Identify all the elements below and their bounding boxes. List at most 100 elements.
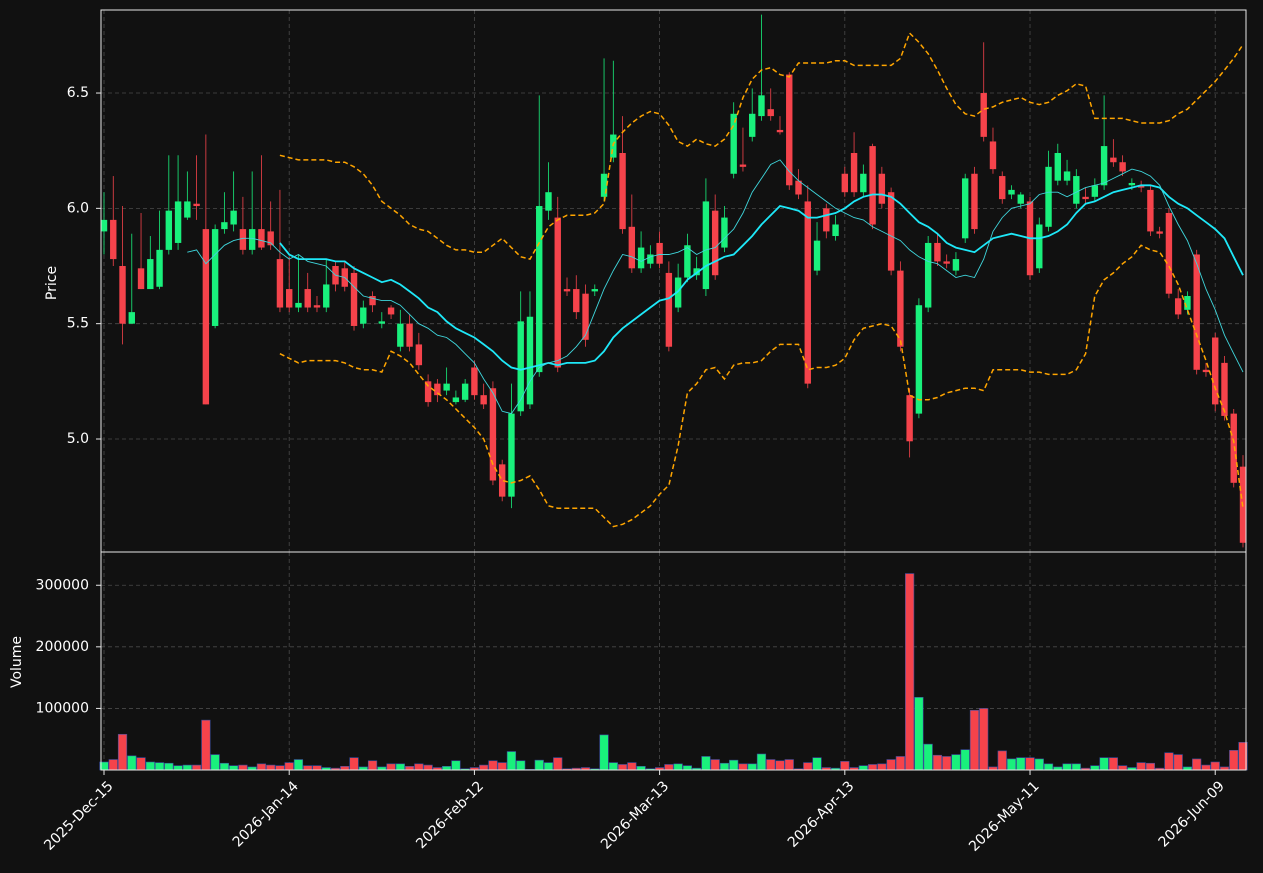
volume-bar xyxy=(1025,757,1035,771)
candle-body xyxy=(804,201,811,384)
y-tick-label: 5.5 xyxy=(67,316,89,332)
candle-body xyxy=(776,129,784,133)
volume-bar xyxy=(284,762,294,771)
candle-body xyxy=(869,146,876,225)
candle-body xyxy=(415,344,423,366)
candle-body xyxy=(943,261,950,264)
volume-bar xyxy=(275,765,285,771)
candle-body xyxy=(350,272,358,326)
volume-bar xyxy=(951,754,961,771)
candle-body xyxy=(758,95,765,117)
volume-tick-label: 100000 xyxy=(36,700,89,716)
volume-bar xyxy=(701,756,711,771)
candle-body xyxy=(786,74,793,186)
candle-body xyxy=(221,222,228,230)
candle-body xyxy=(730,113,737,174)
volume-bar xyxy=(516,760,526,771)
volume-bar xyxy=(617,764,628,771)
candle-body xyxy=(480,395,487,405)
volume-bar xyxy=(182,764,192,771)
candle-body xyxy=(934,242,941,262)
candle-body xyxy=(128,312,135,324)
candle-body xyxy=(1100,146,1108,186)
volume-bar xyxy=(997,750,1007,771)
volume-bar xyxy=(210,754,220,771)
candle-body xyxy=(1193,254,1200,370)
indicator-line xyxy=(279,31,1244,260)
candle-body xyxy=(693,268,700,276)
candle-body xyxy=(850,152,858,193)
volume-bar xyxy=(1118,765,1128,771)
candle-body xyxy=(360,307,367,324)
candle-body xyxy=(304,289,311,308)
candle-body xyxy=(591,289,598,292)
volume-bar xyxy=(136,757,146,771)
volume-panel-frame xyxy=(100,551,1247,771)
volume-bar xyxy=(127,755,137,771)
volume-bar xyxy=(534,759,544,771)
candle-body xyxy=(1165,212,1173,294)
volume-bar xyxy=(108,759,118,771)
candle-body xyxy=(119,266,126,324)
candle-body xyxy=(295,302,302,308)
candle-body xyxy=(1008,189,1015,195)
candle-body xyxy=(823,208,830,232)
candle-body xyxy=(795,180,802,195)
candle-body xyxy=(471,367,478,396)
candle-body xyxy=(508,413,515,497)
volume-bar xyxy=(858,765,868,771)
volume-bar xyxy=(423,764,433,771)
candle-body xyxy=(489,388,497,481)
candle-body xyxy=(1156,231,1163,234)
volume-bar xyxy=(942,756,952,771)
candle-body xyxy=(258,229,265,248)
candle-body xyxy=(702,201,710,290)
volume-bar xyxy=(192,764,202,771)
volume-bar xyxy=(729,759,739,771)
volume-bar xyxy=(386,763,396,771)
volume-bar xyxy=(404,766,415,771)
volume-bar xyxy=(1210,761,1220,771)
candle-body xyxy=(230,210,237,225)
volume-bar xyxy=(738,763,748,771)
volume-bar xyxy=(1062,763,1072,771)
volume-bar xyxy=(1099,757,1109,771)
volume-bar xyxy=(256,763,267,771)
volume-bar xyxy=(164,762,174,771)
volume-bar xyxy=(1136,762,1146,771)
candle-body xyxy=(971,173,978,230)
candle-body xyxy=(165,210,173,250)
candle-body xyxy=(647,254,654,264)
volume-bar xyxy=(747,763,757,771)
volume-bar xyxy=(497,762,507,771)
volume-bar xyxy=(886,759,896,771)
candle-body xyxy=(600,173,608,197)
candle-body xyxy=(637,247,645,269)
volume-bar xyxy=(1108,757,1118,771)
candle-body xyxy=(1017,194,1024,204)
candle-body xyxy=(498,464,506,497)
volume-bar xyxy=(914,697,924,771)
volume-bar xyxy=(1201,764,1211,771)
volume-bar xyxy=(145,761,155,771)
candle-body xyxy=(239,229,247,250)
volume-tick-label: 200000 xyxy=(36,639,89,655)
volume-bar xyxy=(969,709,980,771)
volume-bar xyxy=(229,765,239,771)
candle-body xyxy=(536,206,543,373)
candle-body xyxy=(110,219,117,260)
volume-bar xyxy=(840,761,850,771)
candle-body xyxy=(323,284,330,308)
candle-body xyxy=(211,229,219,326)
candle-body xyxy=(1119,162,1126,172)
candle-body xyxy=(424,381,432,403)
volume-bar xyxy=(340,766,350,771)
candle-body xyxy=(554,217,561,368)
candle-body xyxy=(721,217,728,248)
candle-body xyxy=(878,173,886,204)
candle-body xyxy=(174,201,182,243)
y-tick-label: 6.0 xyxy=(67,200,89,216)
candle-body xyxy=(248,229,256,250)
volume-bar xyxy=(173,765,183,771)
candle-body xyxy=(202,229,210,405)
